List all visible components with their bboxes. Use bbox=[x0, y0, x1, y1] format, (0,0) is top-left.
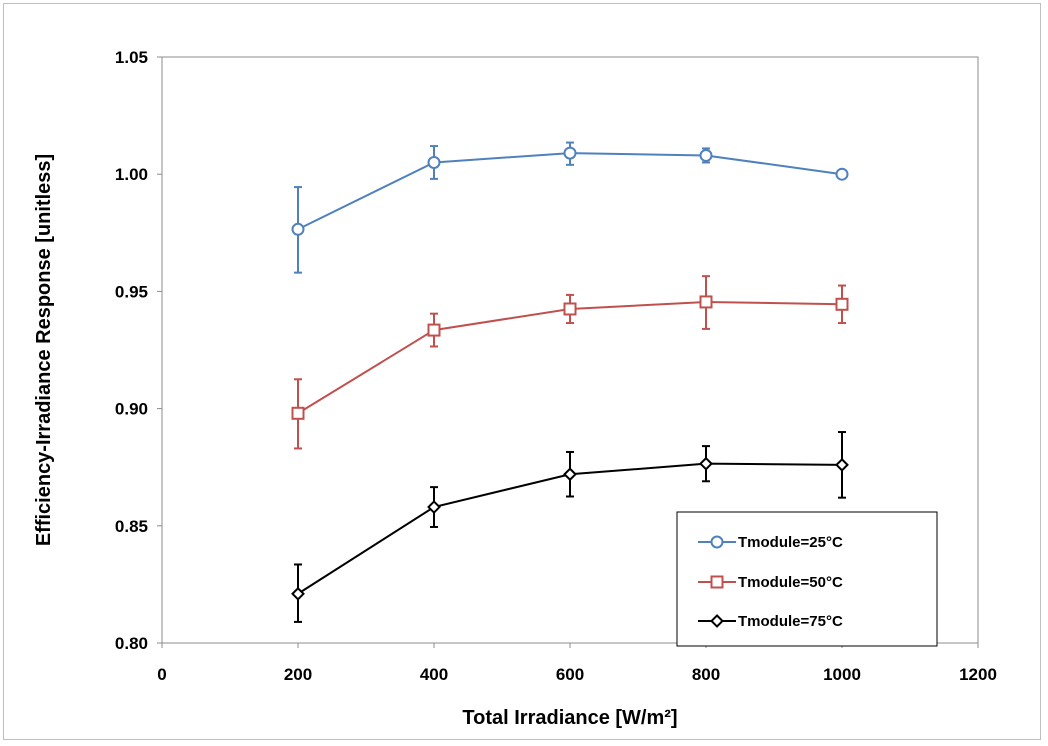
series-layer bbox=[291, 141, 849, 623]
marker-diamond bbox=[835, 457, 849, 472]
series-group bbox=[291, 275, 849, 450]
marker-diamond bbox=[710, 614, 724, 628]
x-axis: 0 200 400 600 800 1000 1200 bbox=[157, 643, 997, 684]
y-tick-label: 1.00 bbox=[115, 165, 148, 184]
marker-diamond bbox=[699, 456, 713, 471]
marker-square bbox=[427, 323, 441, 337]
x-tick-label: 400 bbox=[420, 665, 448, 684]
y-axis: 0.80 0.85 0.90 0.95 1.00 1.05 bbox=[115, 48, 162, 653]
legend-item: Tmodule=75°C bbox=[698, 613, 843, 630]
marker-circle bbox=[291, 222, 305, 236]
marker-square bbox=[710, 575, 724, 589]
y-tick-label: 0.90 bbox=[115, 400, 148, 419]
y-tick-label: 0.85 bbox=[115, 517, 148, 536]
legend-label: Tmodule=50°C bbox=[738, 574, 843, 591]
marker-circle bbox=[835, 167, 849, 181]
series-group bbox=[291, 141, 849, 274]
legend-item: Tmodule=50°C bbox=[698, 574, 843, 591]
x-axis-title: Total Irradiance [W/m²] bbox=[462, 707, 677, 729]
marker-square bbox=[563, 302, 577, 316]
x-tick-label: 800 bbox=[692, 665, 720, 684]
marker-square bbox=[835, 297, 849, 311]
y-tick-label: 0.80 bbox=[115, 634, 148, 653]
marker-circle bbox=[710, 535, 724, 549]
marker-square bbox=[699, 295, 713, 309]
series-group bbox=[291, 431, 849, 623]
x-tick-label: 1000 bbox=[823, 665, 861, 684]
x-tick-label: 1200 bbox=[959, 665, 997, 684]
y-tick-label: 0.95 bbox=[115, 282, 148, 301]
marker-diamond bbox=[427, 500, 441, 514]
legend-item: Tmodule=25°C bbox=[698, 534, 843, 551]
x-tick-label: 200 bbox=[284, 665, 312, 684]
marker-circle bbox=[427, 155, 441, 169]
x-tick-label: 600 bbox=[556, 665, 584, 684]
marker-circle bbox=[563, 146, 577, 160]
y-axis-title: Efficiency-Irradiance Response [unitless… bbox=[33, 154, 55, 546]
y-tick-label: 1.05 bbox=[115, 48, 148, 67]
marker-circle bbox=[699, 148, 713, 162]
legend: Tmodule=25°C Tmodule=50°C Tmodule=75°C bbox=[676, 511, 938, 647]
legend-label: Tmodule=25°C bbox=[738, 534, 843, 551]
marker-diamond bbox=[291, 586, 305, 601]
legend-label: Tmodule=75°C bbox=[738, 613, 843, 630]
x-tick-label: 0 bbox=[157, 665, 166, 684]
marker-diamond bbox=[563, 467, 577, 482]
marker-square bbox=[291, 406, 305, 420]
